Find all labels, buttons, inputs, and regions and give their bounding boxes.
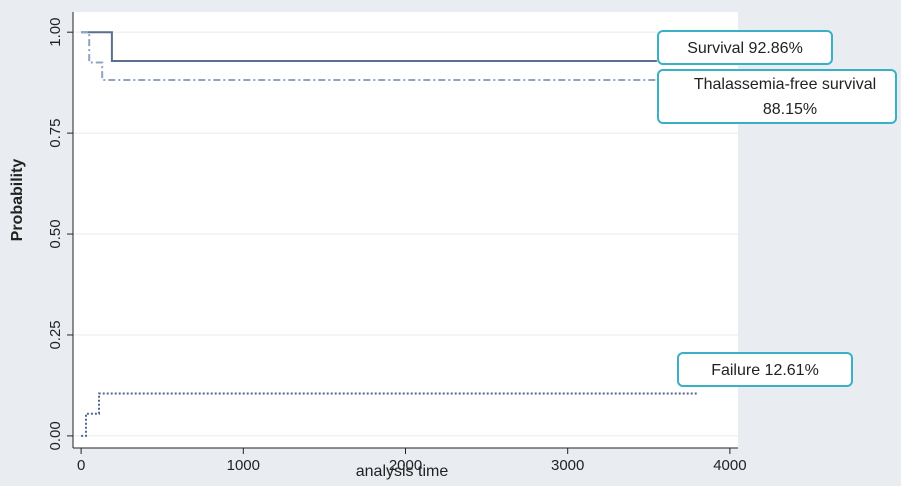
plot-area (73, 12, 738, 448)
annotation-failure: Failure 12.61% (677, 352, 853, 387)
series-thal-free (81, 31, 657, 81)
x-tick-label: 1000 (227, 457, 260, 474)
x-tick-label: 4000 (713, 457, 746, 474)
grid-lines (73, 31, 738, 437)
annotation-text: Survival 92.86% (687, 40, 803, 57)
annotation-box (677, 352, 853, 387)
x-tick-label: 3000 (551, 457, 584, 474)
x-axis-title: analysis time (356, 463, 449, 480)
y-tick-label: 1.00 (47, 18, 64, 47)
annotation-text: Thalassemia-free survival (694, 76, 876, 93)
series-lines (81, 31, 698, 437)
annotation-text: Failure 12.61% (711, 362, 819, 379)
annotation-text: 88.15% (763, 101, 817, 118)
annotation-thal-free: Thalassemia-free survival 88.15% (657, 69, 897, 124)
y-tick-label: 0.75 (47, 119, 64, 148)
series-failure (81, 392, 698, 437)
annotation-box (657, 30, 833, 65)
annotation-survival: Survival 92.86% (657, 30, 833, 65)
y-axis-title: Probability (9, 159, 26, 242)
annotations: Survival 92.86% Thalassemia-free survival… (657, 30, 897, 387)
y-tick-label: 0.00 (47, 421, 64, 450)
x-tick-label: 2000 (389, 457, 422, 474)
series-survival (81, 31, 657, 62)
x-tick-label: 0 (77, 457, 85, 474)
y-tick-label: 0.25 (47, 320, 64, 349)
tick-marks: 0.00 0.25 0.50 0.75 1.00 0 1000 2000 3000 4000 (47, 18, 747, 474)
y-tick-label: 0.50 (47, 219, 64, 248)
annotation-box (657, 69, 897, 124)
